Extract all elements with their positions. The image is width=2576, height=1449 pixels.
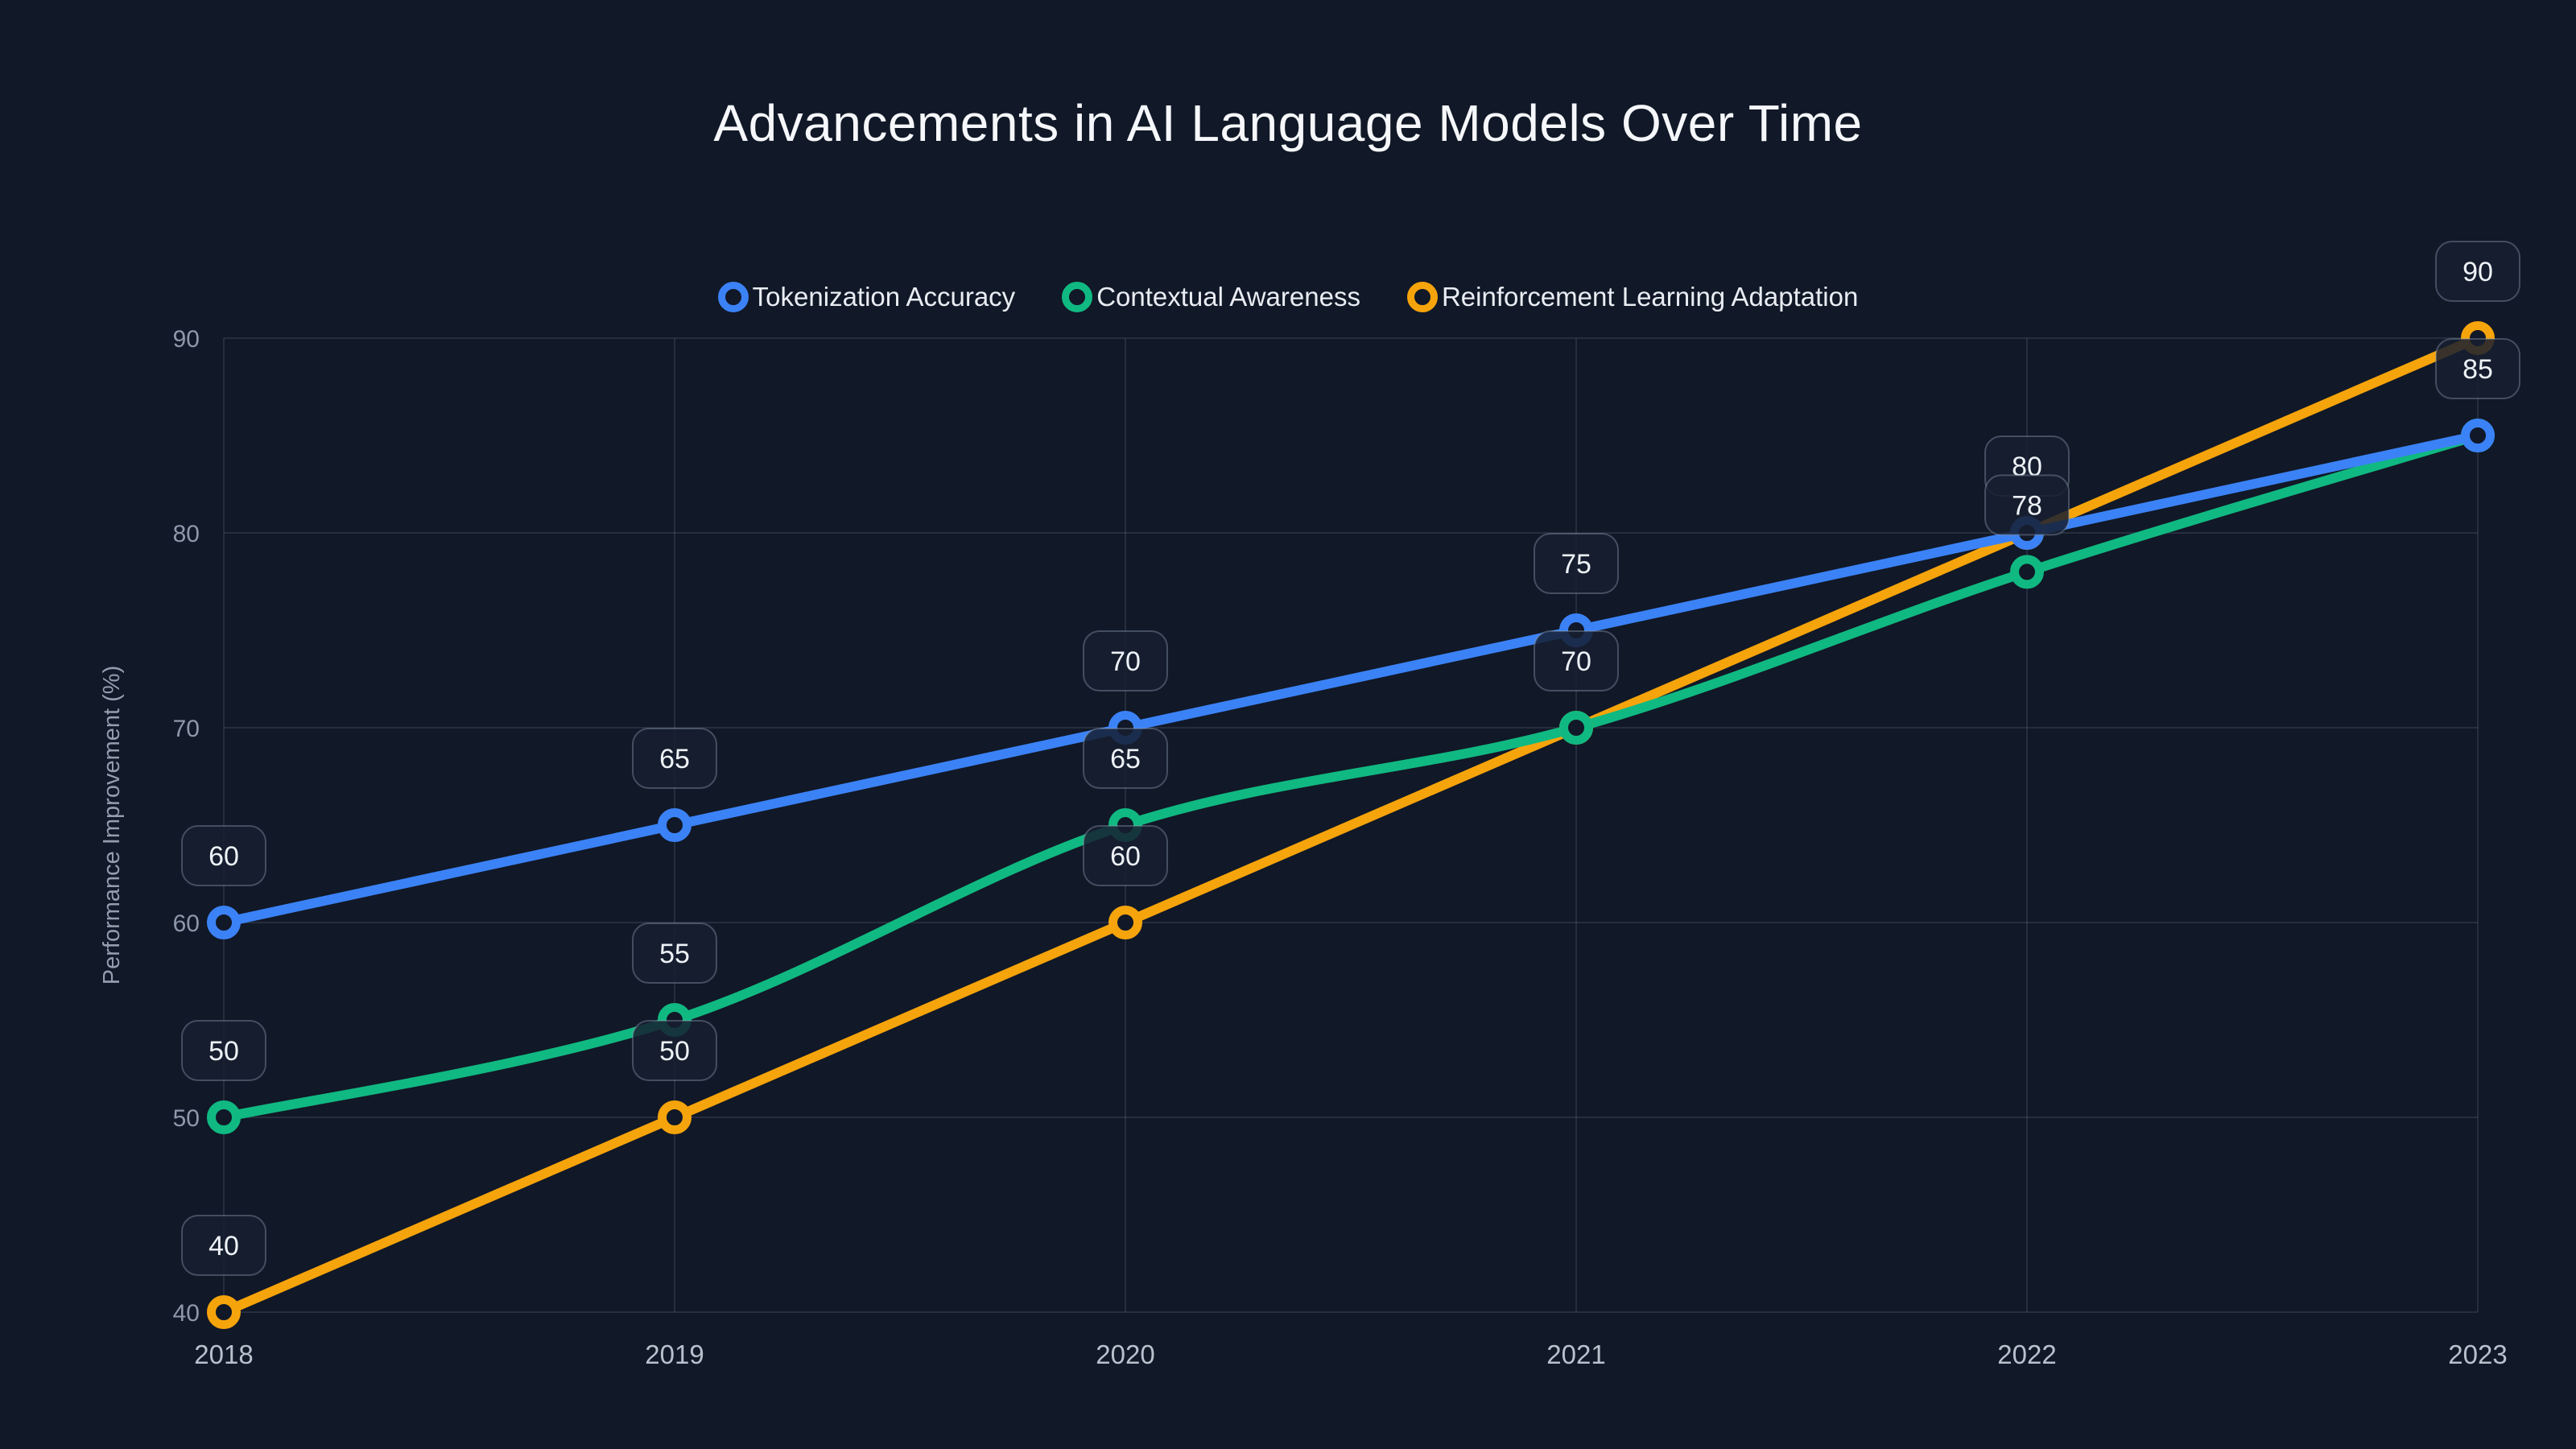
data-label-value: 65 <box>1110 744 1141 774</box>
data-label-value: 78 <box>2012 490 2042 521</box>
data-label-box <box>1534 533 1619 594</box>
y-tick-label: 60 <box>173 910 200 937</box>
data-point-reinforcement-learning-adaptation-2020[interactable] <box>1108 906 1142 939</box>
legend-label: Tokenization Accuracy <box>752 282 1016 312</box>
y-axis: 40 50 60 70 80 90 <box>173 326 200 1327</box>
data-label-box <box>1083 728 1168 789</box>
data-label-box <box>2435 241 2520 302</box>
legend-item-reinforcement-learning-adaptation[interactable]: Reinforcement Learning Adaptation <box>1406 282 1859 312</box>
legend-label: Reinforcement Learning Adaptation <box>1441 282 1859 312</box>
legend-ring-icon <box>1062 282 1093 312</box>
y-axis-title: Performance Improvement (%) <box>99 666 125 985</box>
data-label-value: 50 <box>659 1036 690 1067</box>
data-label-box <box>181 1020 266 1081</box>
x-tick-label: 2019 <box>645 1340 704 1369</box>
legend-ring-icon <box>717 282 749 312</box>
data-label-value: 55 <box>659 939 690 969</box>
data-label-box <box>1534 630 1619 691</box>
data-label-value: 60 <box>208 841 239 872</box>
data-label-box <box>2435 338 2520 399</box>
data-label-value: 40 <box>208 1231 239 1261</box>
series-line-reinforcement-learning-adaptation <box>219 333 2483 1317</box>
data-label-box <box>181 825 266 886</box>
legend-ring-icon <box>1406 282 1438 312</box>
x-tick-label: 2022 <box>1997 1340 2056 1369</box>
data-point-tokenization-accuracy-2019[interactable] <box>658 808 691 842</box>
series-lines <box>219 333 2483 1317</box>
data-point-tokenization-accuracy-2023[interactable] <box>2461 419 2495 452</box>
y-tick-label: 50 <box>173 1105 200 1132</box>
legend: Tokenization Accuracy Contextual Awarenes… <box>0 282 2576 312</box>
data-label-value: 85 <box>2462 354 2493 385</box>
x-tick-label: 2020 <box>1096 1340 1154 1369</box>
data-label-value: 60 <box>1110 841 1141 872</box>
x-tick-label: 2021 <box>1546 1340 1605 1369</box>
y-tick-label: 80 <box>173 521 200 547</box>
data-label-box <box>1083 630 1168 691</box>
data-label-value: 70 <box>1110 646 1141 677</box>
data-label-value: 75 <box>1561 549 1591 580</box>
data-label-value: 70 <box>1561 646 1591 677</box>
data-point-tokenization-accuracy-2018[interactable] <box>207 906 241 939</box>
series-line-contextual-awareness <box>219 431 2483 1122</box>
legend-label: Contextual Awareness <box>1096 282 1360 312</box>
y-tick-label: 40 <box>173 1300 200 1327</box>
y-tick-label: 90 <box>173 326 200 353</box>
legend-item-contextual-awareness[interactable]: Contextual Awareness <box>1062 282 1360 312</box>
data-label-value: 90 <box>2462 257 2493 287</box>
x-tick-label: 2018 <box>194 1340 253 1369</box>
data-label-box <box>632 1020 717 1081</box>
data-label-box <box>1083 825 1168 886</box>
data-point-contextual-awareness-2021[interactable] <box>1559 711 1593 745</box>
data-point-contextual-awareness-2018[interactable] <box>207 1100 241 1134</box>
data-point-reinforcement-learning-adaptation-2019[interactable] <box>658 1100 691 1134</box>
data-label-box <box>632 728 717 789</box>
x-axis: 2018 2019 2020 2021 2022 2023 <box>194 1340 2507 1369</box>
data-point-contextual-awareness-2022[interactable] <box>2010 555 2044 589</box>
data-point-reinforcement-learning-adaptation-2018[interactable] <box>207 1295 241 1329</box>
data-label-box <box>1984 474 2070 536</box>
y-tick-label: 70 <box>173 716 200 742</box>
data-label-value: 65 <box>659 744 690 774</box>
chart-title: Advancements in AI Language Models Over … <box>713 94 1863 152</box>
data-label-box <box>181 1215 266 1276</box>
legend-item-tokenization-accuracy[interactable]: Tokenization Accuracy <box>717 282 1016 312</box>
data-label-box <box>632 923 717 984</box>
data-label-value: 50 <box>208 1036 239 1067</box>
series-line-tokenization-accuracy <box>219 431 2483 927</box>
x-tick-label: 2023 <box>2448 1340 2507 1369</box>
